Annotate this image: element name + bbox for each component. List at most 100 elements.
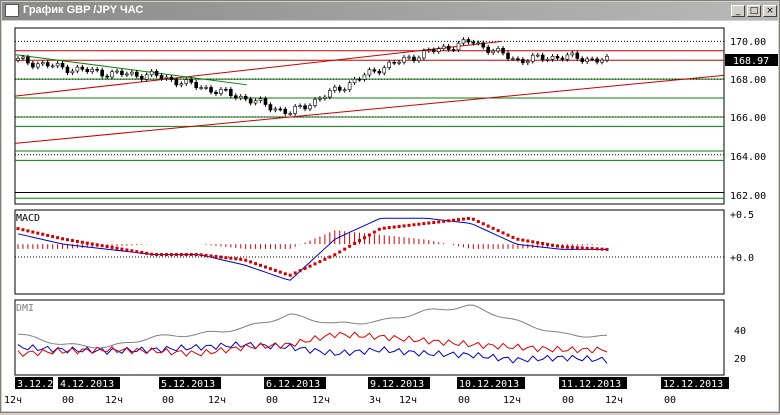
macd-axis-label: +0.5 [730,210,754,221]
price-candles [16,37,609,116]
chart-canvas[interactable]: 170.00 168.00 166.00 164.00 162.00 168.9… [2,21,778,411]
candle-body [253,100,258,104]
maximize-button[interactable]: □ [747,5,761,17]
macd-signal-point [61,237,65,241]
macd-signal-point [437,220,441,224]
hour-label: 12ч [399,395,417,406]
macd-signal-point [501,231,505,235]
macd-signal-point [551,243,555,247]
macd-panel-label: MACD [16,213,40,224]
macd-signal-point [249,260,253,264]
macd-signal-point [90,242,94,246]
macd-signal-point [541,242,545,246]
candle-body [21,56,25,59]
macd-signal-point [560,245,564,249]
candle-body [90,68,95,72]
candle-body [540,54,545,61]
candle-body [149,71,154,76]
candle-body [456,42,461,51]
price-trendlines [14,40,725,144]
close-button[interactable]: × [763,5,777,17]
date-label: 9.12.2013 [370,379,424,390]
macd-signal-point [51,235,55,239]
candle-body [347,82,352,91]
candle-body [55,62,60,67]
macd-signal-point [565,245,569,249]
macd-signal-point [343,247,347,251]
candle-body [214,91,218,94]
hour-label: 12ч [312,395,330,406]
candle-body [115,70,119,73]
macd-signal-point [204,253,208,257]
candle-body [60,62,65,68]
macd-signal-point [115,246,119,250]
candle-body [352,78,357,84]
candle-body [382,67,387,74]
candle-body [407,56,411,59]
macd-signal-point [442,219,446,223]
candle-body [85,68,90,72]
candle-body [184,79,189,85]
candle-body [50,65,55,68]
candle-body [501,47,505,54]
macd-signal-point [105,245,109,249]
date-label: 5.12.2013 [161,379,215,390]
title-bar[interactable]: График GBP /JPY ЧАС _ □ × [2,2,778,20]
candle-body [585,58,590,62]
macd-signal-point [318,260,322,264]
macd-signal-point [155,253,159,257]
dmi-axis-label: 20 [734,354,746,365]
price-axis-label: 170.00 [730,37,766,48]
macd-signal-point [536,241,540,245]
macd-signal-point [46,233,50,237]
candle-body [481,42,486,48]
candle-body [332,86,337,91]
macd-signal-point [353,241,357,245]
candle-body [125,73,129,76]
macd-signal-point [402,224,406,228]
candle-body [357,78,362,81]
chart-area[interactable]: 170.00 168.00 166.00 164.00 162.00 168.9… [2,21,778,411]
candle-body [471,41,476,44]
macd-signal-point [333,253,337,257]
macd-signal-point [65,238,69,242]
macd-signal-point [377,227,381,231]
macd-signal-point [288,273,292,277]
candle-body [506,52,510,60]
candle-body [139,75,144,80]
candle-body [169,76,174,80]
minimize-button[interactable]: _ [731,5,745,17]
macd-signal-point [407,223,411,227]
candle-body [35,63,40,68]
macd-signal-point [283,272,287,276]
macd-signal-point [422,222,426,226]
macd-signal-point [229,256,233,260]
macd-signal-point [224,256,228,260]
candle-body [590,58,594,61]
candle-body [120,70,124,76]
price-gridlines [15,40,724,199]
macd-signal-point [471,217,475,221]
hour-label: 00 [458,395,470,406]
candle-body [605,56,609,61]
macd-signal-point [70,239,74,243]
candle-body [219,88,223,94]
candle-body [367,69,372,76]
hour-label: 12ч [503,395,521,406]
candle-body [328,90,332,98]
candle-body [412,56,416,61]
date-label: 12.12.2013 [663,379,723,390]
macd-signal-point [263,265,267,269]
candle-body [496,47,500,52]
candle-body [342,89,347,92]
macd-signal-point [362,236,366,240]
candle-body [436,48,441,52]
candle-body [372,69,377,72]
macd-signal-point [387,226,391,230]
candle-body [298,105,302,108]
macd-signal-point [392,225,396,229]
candle-body [417,57,421,61]
date-label: 3.12.2 [17,379,53,390]
macd-signal-point [367,233,371,237]
date-label: 11.12.2013 [561,379,621,390]
